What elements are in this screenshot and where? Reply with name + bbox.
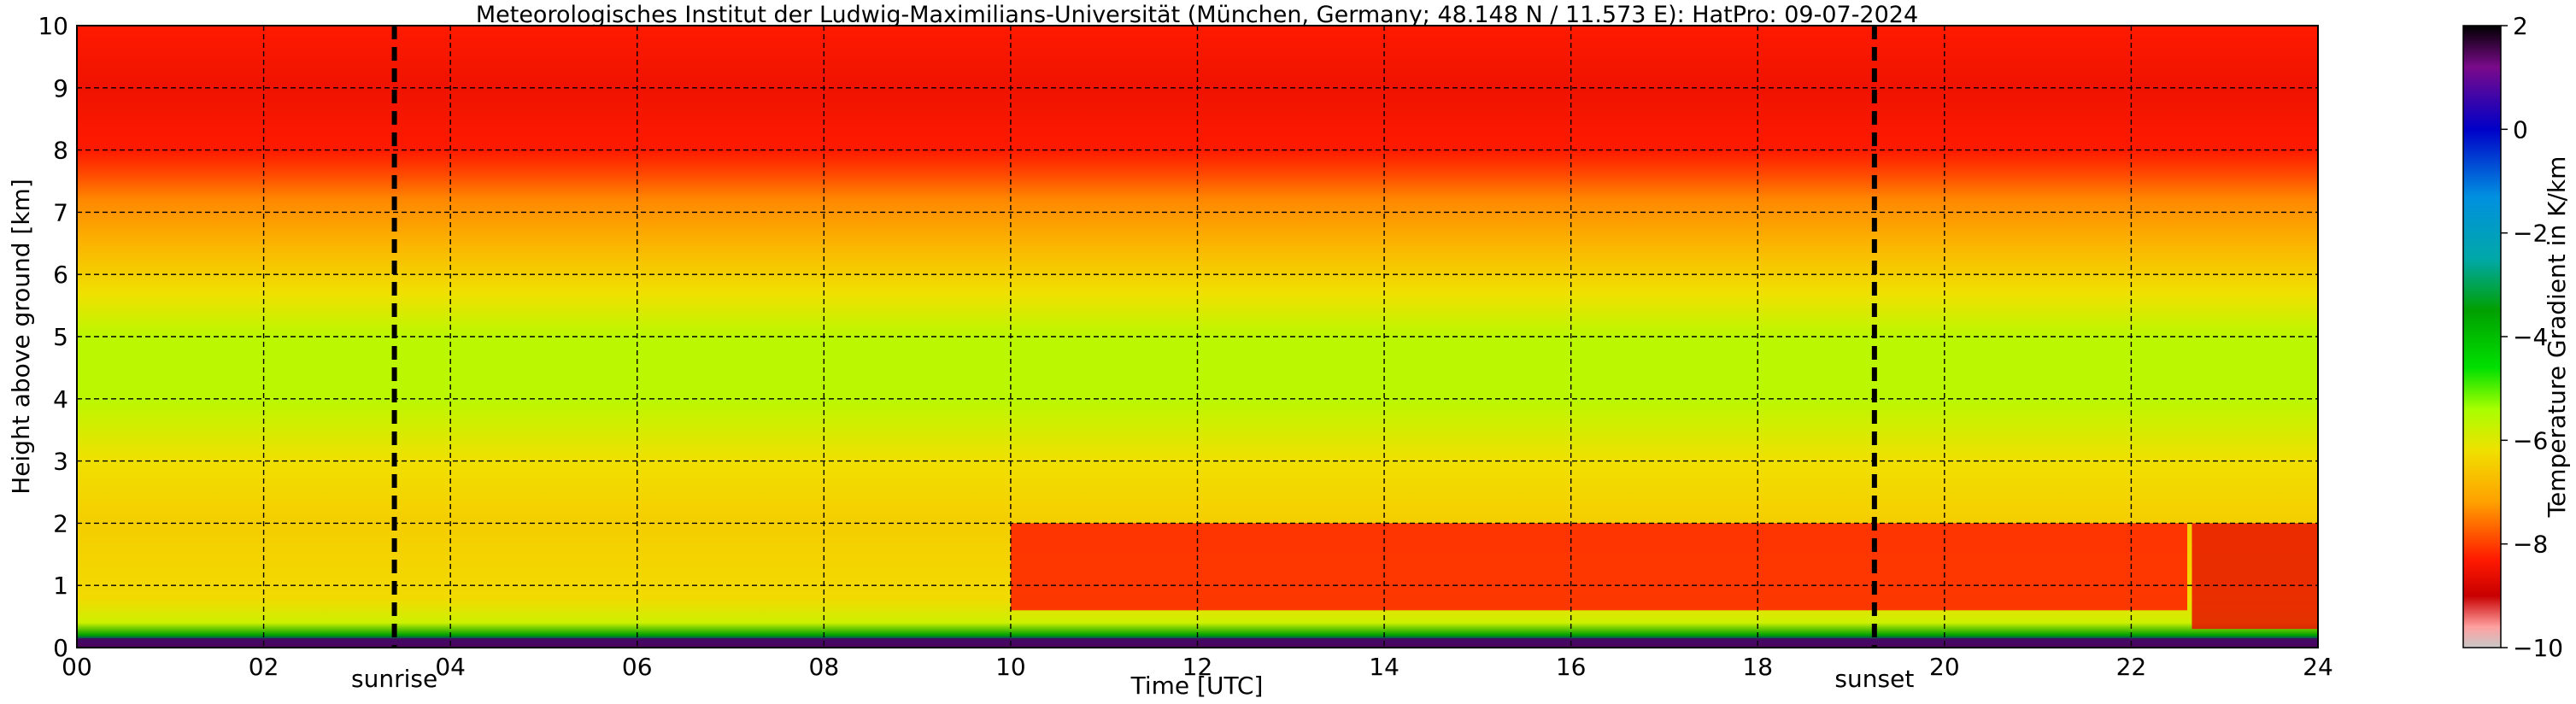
colorbar-label: Temperature Gradient in K/km	[2543, 156, 2571, 519]
colorbar-tick-label: 0	[2513, 115, 2528, 144]
x-tick-label: 18	[1742, 653, 1773, 681]
x-axis-label: Time [UTC]	[1130, 672, 1264, 700]
y-tick-label: 1	[53, 572, 68, 600]
x-axis: 00 02 04 06 08 10 12 14 16 18 20 22 24	[62, 653, 2333, 681]
x-tick-label: 08	[809, 653, 840, 681]
y-axis: 0 1 2 3 4 5 6 7 8 9 10	[38, 12, 68, 662]
plot-frame	[76, 25, 2319, 648]
y-tick-label: 7	[53, 198, 68, 226]
y-tick-label: 0	[53, 634, 68, 662]
x-tick-label: 06	[622, 653, 653, 681]
colorbar-tick-label: −4	[2513, 323, 2548, 351]
event-label: sunset	[1834, 665, 1914, 693]
x-tick-label: 20	[1929, 653, 1960, 681]
colorbar-tick-label: −8	[2513, 531, 2548, 559]
x-tick-label: 12	[1182, 653, 1213, 681]
colorbar-tick-label: 2	[2513, 12, 2528, 40]
colorbar: 2 0 −2 −4 −6 −8 −10 Temperature Gradient in K/…	[2462, 12, 2571, 662]
y-tick-label: 8	[53, 137, 68, 165]
colorbar-ticks: 2 0 −2 −4 −6 −8 −10	[2501, 12, 2563, 662]
event-label: sunrise	[351, 665, 437, 693]
feature-layer-0	[1010, 523, 2187, 611]
x-tick-label: 00	[62, 653, 92, 681]
colorbar-tick-label: −10	[2513, 634, 2563, 662]
y-tick-label: 5	[53, 323, 68, 351]
y-tick-label: 9	[53, 74, 68, 103]
colorbar-tick-label: −2	[2513, 220, 2548, 248]
x-tick-label: 10	[995, 653, 1026, 681]
y-tick-label: 10	[38, 12, 68, 40]
feature-layer-2	[2192, 523, 2318, 630]
x-tick-label: 24	[2303, 653, 2333, 681]
annotations: sunrise sunset	[351, 665, 1914, 693]
y-tick-label: 4	[53, 385, 68, 414]
x-tick-label: 16	[1556, 653, 1587, 681]
y-axis-label: Height above ground [km]	[7, 179, 35, 495]
sun-event-lines	[391, 26, 1877, 648]
y-tick-label: 2	[53, 509, 68, 537]
x-tick-label: 02	[249, 653, 279, 681]
grid-lines	[77, 26, 2318, 648]
y-tick-label: 3	[53, 448, 68, 476]
x-tick-label: 04	[435, 653, 466, 681]
y-tick-label: 6	[53, 261, 68, 289]
x-tick-label: 22	[2116, 653, 2147, 681]
x-tick-label: 14	[1369, 653, 1399, 681]
chart-title: Meteorologisches Institut der Ludwig-Max…	[476, 2, 1918, 28]
colorbar-bar	[2462, 25, 2502, 648]
colorbar-tick-label: −6	[2513, 426, 2548, 455]
